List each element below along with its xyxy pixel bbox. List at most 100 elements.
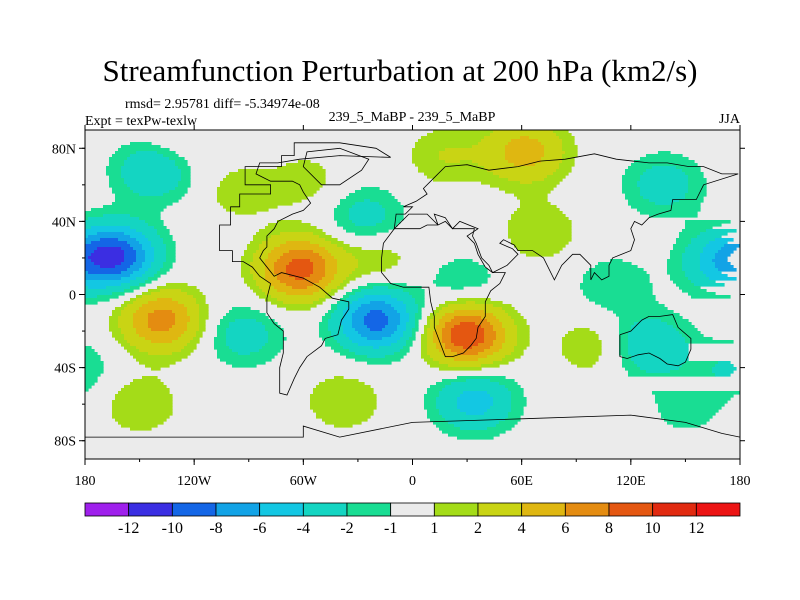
- contour-cell: [112, 310, 122, 314]
- contour-cell: [274, 265, 287, 269]
- contour-cell: [322, 418, 368, 422]
- contour-cell: [124, 346, 137, 350]
- contour-cell: [433, 421, 449, 425]
- contour-cell: [331, 307, 338, 311]
- contour-cell: [406, 307, 419, 311]
- contour-cell: [85, 277, 122, 281]
- contour-cell: [358, 307, 395, 311]
- contour-cell: [334, 349, 350, 353]
- contour-cell: [358, 259, 398, 263]
- contour-cell: [160, 289, 182, 293]
- contour-cell: [355, 352, 395, 356]
- contour-cell: [325, 268, 338, 272]
- contour-cell: [139, 361, 176, 365]
- contour-cell: [421, 334, 428, 338]
- contour-cell: [346, 229, 389, 233]
- contour-cell: [229, 325, 266, 329]
- contour-cell: [136, 328, 152, 332]
- contour-cell: [331, 334, 347, 338]
- contour-cell: [343, 316, 353, 320]
- contour-cell: [424, 328, 428, 332]
- contour-cell: [688, 277, 710, 281]
- contour-cell: [436, 403, 458, 407]
- contour-cell: [439, 151, 506, 155]
- contour-cell: [685, 271, 704, 275]
- contour-cell: [457, 397, 494, 401]
- contour-cell: [325, 340, 338, 344]
- contour-cell: [505, 418, 521, 422]
- contour-cell: [514, 319, 527, 323]
- contour-cell: [493, 397, 512, 401]
- contour-cell: [415, 322, 419, 326]
- contour-cell: [634, 160, 695, 164]
- contour-cell: [268, 238, 326, 242]
- contour-cell: [619, 337, 629, 341]
- contour-cell: [511, 391, 524, 395]
- contour-cell: [343, 310, 356, 314]
- contour-cell: [214, 346, 230, 350]
- contour-cell: [136, 250, 146, 254]
- contour-cell: [124, 385, 167, 389]
- contour-cell: [484, 328, 494, 332]
- contour-cell: [427, 388, 443, 392]
- contour-cell: [682, 253, 701, 257]
- contour-cell: [145, 256, 155, 260]
- contour-cell: [175, 319, 191, 323]
- contour-cell: [562, 139, 575, 143]
- contour-cell: [199, 310, 209, 314]
- contour-cell: [412, 154, 440, 158]
- contour-cell: [148, 238, 164, 242]
- contour-cell: [496, 337, 506, 341]
- contour-cell: [154, 310, 173, 314]
- contour-cell: [250, 241, 263, 245]
- contour-cell: [109, 325, 119, 329]
- contour-cell: [412, 331, 416, 335]
- contour-cell: [682, 262, 701, 266]
- contour-cell: [268, 331, 284, 335]
- contour-cell: [640, 319, 662, 323]
- colorbar-swatch: [346, 502, 392, 517]
- coastline-segment: [393, 153, 739, 281]
- continent-outline: [85, 142, 740, 438]
- contour-cell: [487, 319, 500, 323]
- contour-cell: [700, 253, 716, 257]
- contour-cell: [487, 427, 512, 431]
- contour-cell: [319, 334, 332, 338]
- contour-cell: [502, 322, 515, 326]
- colorbar-swatch: [302, 502, 348, 517]
- contour-cell: [679, 199, 704, 203]
- contour-cell: [85, 355, 101, 359]
- contour-cell: [598, 262, 632, 266]
- contour-cell: [349, 193, 392, 197]
- contour-cell: [541, 157, 563, 161]
- contour-cell: [85, 256, 89, 260]
- contour-cell: [631, 163, 698, 167]
- contour-cell: [511, 352, 524, 356]
- contour-cell: [637, 208, 701, 212]
- contour-cell: [463, 346, 473, 350]
- contour-cell: [436, 397, 458, 401]
- contour-cell: [424, 403, 437, 407]
- contour-cell: [559, 136, 575, 140]
- contour-cell: [139, 268, 149, 272]
- contour-cell: [274, 247, 326, 251]
- contour-cell: [364, 319, 389, 323]
- season-label: JJA: [719, 112, 741, 127]
- contour-cell: [358, 298, 398, 302]
- rmsd-diff-stats: rmsd= 2.95781 diff= -5.34974e-08: [125, 97, 320, 112]
- contour-cell: [232, 307, 251, 311]
- x-tick-label: 180: [75, 474, 96, 489]
- contour-cell: [622, 355, 632, 359]
- contour-cell: [667, 271, 686, 275]
- contour-cell: [673, 244, 689, 248]
- contour-cell: [685, 223, 722, 227]
- contour-cell: [295, 277, 305, 281]
- contour-cell: [220, 181, 326, 185]
- contour-cell: [466, 301, 476, 305]
- contour-cell: [724, 244, 740, 248]
- contour-cell: [424, 325, 431, 329]
- contour-cell: [325, 274, 335, 278]
- contour-cell: [259, 244, 281, 248]
- colorbar-swatch: [84, 502, 130, 517]
- contour-cell: [448, 364, 482, 368]
